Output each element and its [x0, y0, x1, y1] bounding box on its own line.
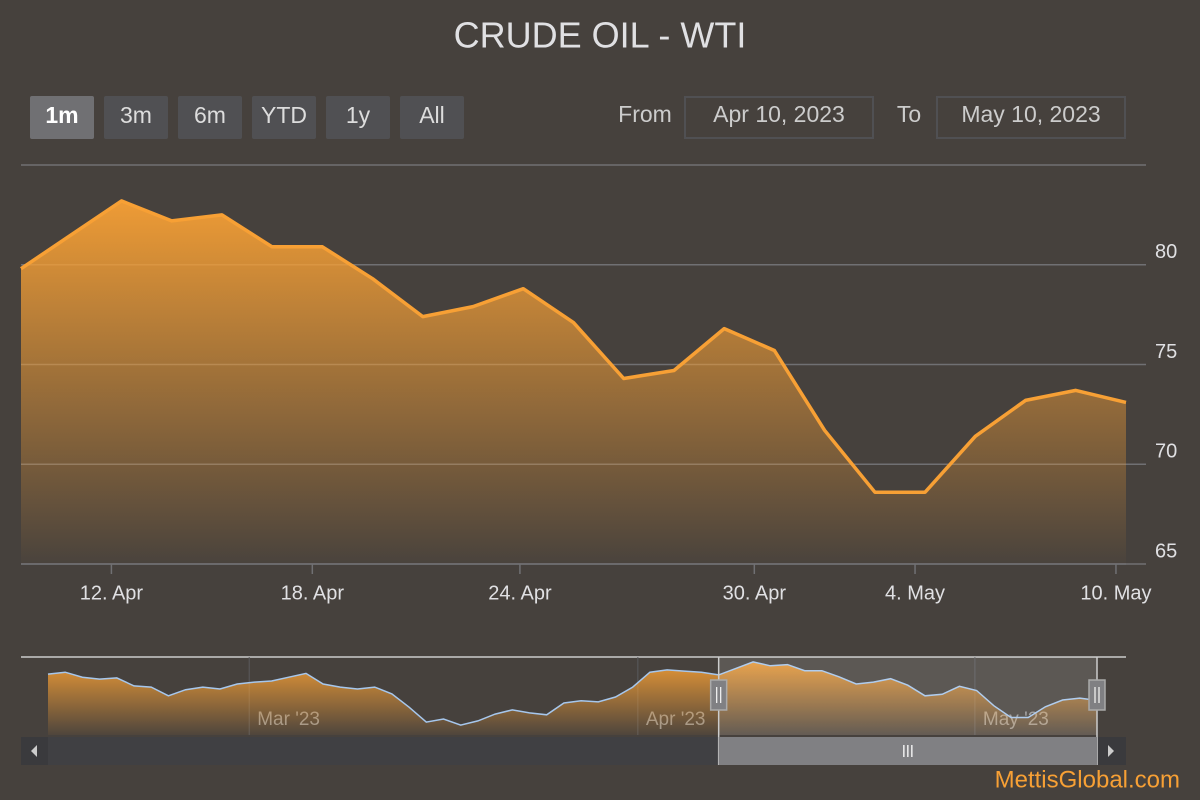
range-button-label[interactable]: 6m	[194, 102, 226, 128]
from-input[interactable]	[684, 96, 874, 139]
y-tick-label: 80	[1155, 241, 1177, 263]
to-value[interactable]: May 10, 2023	[961, 101, 1100, 127]
series-line	[20, 199, 1127, 494]
x-tick-label: 4. May	[885, 582, 945, 604]
range-button[interactable]	[326, 96, 390, 139]
range-button[interactable]	[104, 96, 168, 139]
to-input[interactable]	[936, 96, 1126, 139]
x-tick-label: 18. Apr	[281, 582, 345, 604]
x-tick-label: 24. Apr	[488, 582, 552, 604]
range-button-label[interactable]: 3m	[120, 102, 152, 128]
scrollbar-grip	[903, 745, 913, 757]
range-button-label[interactable]: 1m	[45, 102, 78, 128]
navigator-selection[interactable]	[718, 657, 1097, 735]
area-fill	[21, 200, 1126, 564]
x-tick-label: 12. Apr	[80, 582, 144, 604]
to-label: To	[897, 101, 921, 127]
navigator-area	[48, 661, 1097, 735]
y-tick-label: 75	[1155, 341, 1177, 363]
x-tick-label: 10. May	[1080, 582, 1151, 604]
navigator-handle[interactable]	[1088, 679, 1106, 711]
chart-title: CRUDE OIL - WTI	[454, 15, 747, 56]
navigator-line	[47, 661, 1098, 726]
x-tick-label: 30. Apr	[723, 582, 787, 604]
navigator-handle[interactable]	[709, 679, 728, 711]
range-button[interactable]	[30, 96, 94, 139]
from-value[interactable]: Apr 10, 2023	[713, 101, 845, 127]
range-button-label[interactable]: 1y	[346, 102, 371, 128]
range-button[interactable]	[178, 96, 242, 139]
y-tick-label: 65	[1155, 540, 1177, 562]
credit[interactable]: MettisGlobal.com	[995, 766, 1180, 793]
range-button-label[interactable]: YTD	[261, 102, 307, 128]
range-button-label[interactable]: All	[419, 102, 445, 128]
navigator-handle-grip	[716, 687, 722, 703]
range-button[interactable]	[252, 96, 316, 139]
navigator-handle-grip	[1094, 687, 1100, 703]
y-tick-label: 70	[1155, 441, 1177, 463]
range-button[interactable]	[400, 96, 464, 139]
from-label: From	[618, 101, 672, 127]
scroll-left-arrow	[31, 745, 37, 757]
scroll-right-arrow	[1108, 745, 1114, 757]
